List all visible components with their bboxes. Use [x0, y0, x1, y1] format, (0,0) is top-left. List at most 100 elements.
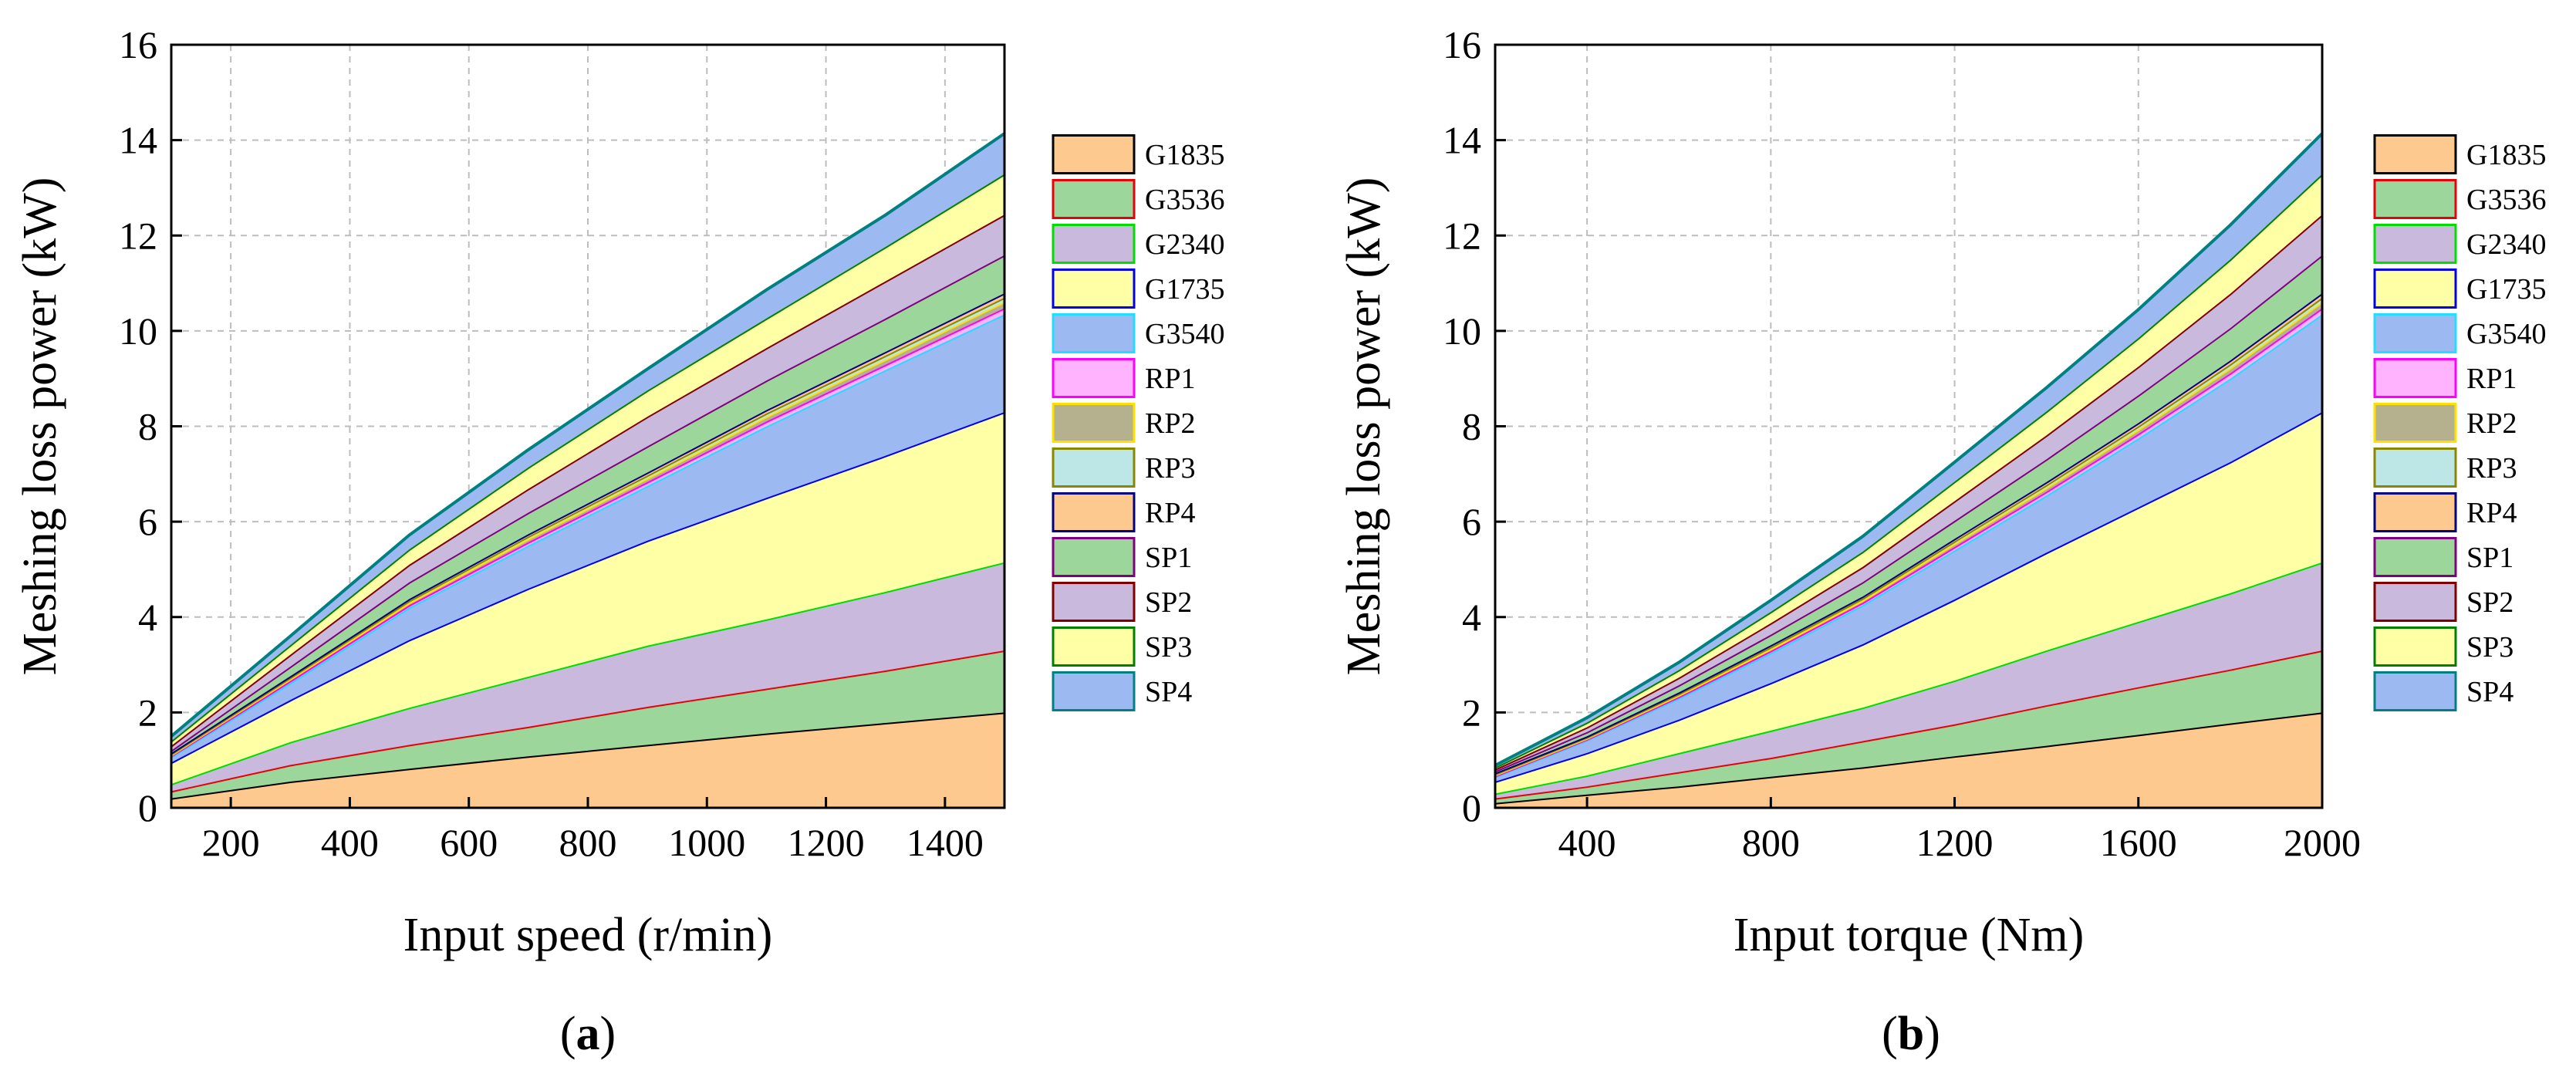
x-tick-label: 1000: [668, 821, 745, 864]
legend-label-sp1: SP1: [2466, 542, 2514, 574]
area-g3536: [171, 650, 1004, 799]
legend-swatch-g3540: [2373, 313, 2457, 353]
stacked-areas: [1494, 132, 2324, 808]
legend: G1835 G3536 G2340 G1735 G3540 RP1 RP2 RP3 RP4 SP1…: [2373, 134, 2546, 711]
legend: G1835 G3536 G2340 G1735 G3540 RP1 RP2 RP3 RP4 SP1…: [1052, 134, 1224, 711]
legend-label-rp1: RP1: [1145, 363, 1195, 395]
y-tick-label: 0: [1462, 786, 1481, 829]
panel-label: (a): [560, 1008, 616, 1060]
x-tick-label: 1200: [788, 821, 865, 864]
area-g2340: [171, 562, 1004, 792]
legend-swatch-rp4: [1052, 492, 1136, 532]
y-tick-label: 6: [138, 500, 157, 543]
legend-label-g3540: G3540: [2466, 318, 2546, 350]
legend-swatch-g2340: [1052, 224, 1136, 264]
area-g1735: [171, 412, 1004, 785]
x-tick-label: 1400: [906, 821, 984, 864]
legend-swatch-g1735: [2373, 268, 2457, 309]
panel-label-close: ): [600, 1008, 616, 1060]
y-tick-label: 4: [1462, 596, 1481, 639]
legend-label-rp3: RP3: [1145, 452, 1195, 485]
y-tick-label: 8: [1462, 405, 1481, 448]
y-tick-label: 4: [138, 596, 157, 639]
y-tick-label: 14: [119, 119, 157, 162]
line-g3536: [1494, 649, 2323, 800]
y-tick-label: 12: [119, 214, 157, 257]
y-tick-label: 2: [1462, 691, 1481, 734]
x-tick-label: 2000: [2284, 821, 2361, 864]
legend-label-sp2: SP2: [1145, 586, 1192, 619]
y-tick-label: 8: [138, 405, 157, 448]
legend-label-sp2: SP2: [2466, 586, 2514, 619]
legend-swatch-sp1: [2373, 537, 2457, 577]
x-tick-label: 1200: [1916, 821, 1994, 864]
area-g3540: [171, 314, 1004, 763]
x-tick-label: 1600: [2100, 821, 2177, 864]
area-rp2: [171, 302, 1004, 756]
legend-swatch-rp1: [1052, 358, 1136, 398]
legend-label-sp3: SP3: [2466, 631, 2514, 664]
legend-label-g1735: G1735: [1145, 273, 1224, 306]
x-axis-title: Input torque (Nm): [1734, 909, 2085, 961]
line-sp4: [1494, 132, 2324, 767]
panel-label-letter: b: [1898, 1008, 1924, 1060]
legend-label-rp4: RP4: [2466, 497, 2517, 529]
panel-label: (b): [1882, 1008, 1940, 1060]
x-axis-title: Input speed (r/min): [403, 909, 773, 961]
area-g2340: [1495, 562, 2322, 799]
x-tick-label: 400: [1558, 821, 1616, 864]
legend-label-g3536: G3536: [2466, 184, 2546, 216]
legend-label-g2340: G2340: [2466, 228, 2546, 261]
legend-label-rp3: RP3: [2466, 452, 2517, 485]
legend-label-rp1: RP1: [2466, 363, 2517, 395]
legend-label-sp3: SP3: [1145, 631, 1192, 664]
stacked-areas: [170, 132, 1006, 808]
legend-swatch-sp4: [2373, 671, 2457, 711]
legend-label-g1735: G1735: [2466, 273, 2546, 306]
legend-label-sp4: SP4: [2466, 676, 2514, 708]
area-sp3: [171, 174, 1004, 746]
legend-swatch-rp2: [1052, 403, 1136, 443]
area-sp1: [171, 255, 1004, 753]
y-axis-title: Meshing loss power (kW): [1338, 177, 1390, 676]
legend-swatch-g1735: [1052, 268, 1136, 309]
legend-swatch-g3540: [1052, 313, 1136, 353]
legend-swatch-g3536: [2373, 179, 2457, 219]
panel-label-letter: a: [576, 1008, 600, 1060]
y-axis-title: Meshing loss power (kW): [14, 177, 66, 676]
legend-swatch-rp1: [2373, 358, 2457, 398]
area-g1835: [171, 712, 1004, 808]
legend-label-g3540: G3540: [1145, 318, 1224, 350]
legend-label-g1835: G1835: [1145, 139, 1224, 171]
legend-label-sp1: SP1: [1145, 542, 1192, 574]
legend-swatch-g1835: [2373, 134, 2457, 174]
legend-swatch-rp3: [1052, 448, 1136, 488]
panel-label-close: ): [1924, 1008, 1940, 1060]
y-tick-label: 16: [119, 23, 157, 66]
legend-swatch-sp3: [2373, 626, 2457, 667]
legend-swatch-sp2: [1052, 582, 1136, 622]
y-tick-label: 16: [1443, 23, 1481, 66]
panel-label-open: (: [560, 1008, 576, 1060]
x-tick-label: 600: [440, 821, 498, 864]
area-sp4: [171, 133, 1004, 741]
y-tick-label: 0: [138, 786, 157, 829]
legend-swatch-g3536: [1052, 179, 1136, 219]
legend-swatch-sp3: [1052, 626, 1136, 667]
y-tick-label: 12: [1443, 214, 1481, 257]
x-tick-label: 800: [1742, 821, 1800, 864]
legend-label-g2340: G2340: [1145, 228, 1224, 261]
legend-swatch-sp4: [1052, 671, 1136, 711]
y-tick-label: 10: [119, 309, 157, 353]
legend-label-sp4: SP4: [1145, 676, 1192, 708]
legend-label-rp2: RP2: [1145, 407, 1195, 440]
legend-swatch-rp4: [2373, 492, 2457, 532]
area-rp1: [171, 308, 1004, 757]
line-sp4: [170, 132, 1006, 738]
panel-label-open: (: [1882, 1008, 1898, 1060]
y-tick-label: 14: [1443, 119, 1481, 162]
y-tick-label: 2: [138, 691, 157, 734]
legend-swatch-g1835: [1052, 134, 1136, 174]
legend-swatch-g2340: [2373, 224, 2457, 264]
